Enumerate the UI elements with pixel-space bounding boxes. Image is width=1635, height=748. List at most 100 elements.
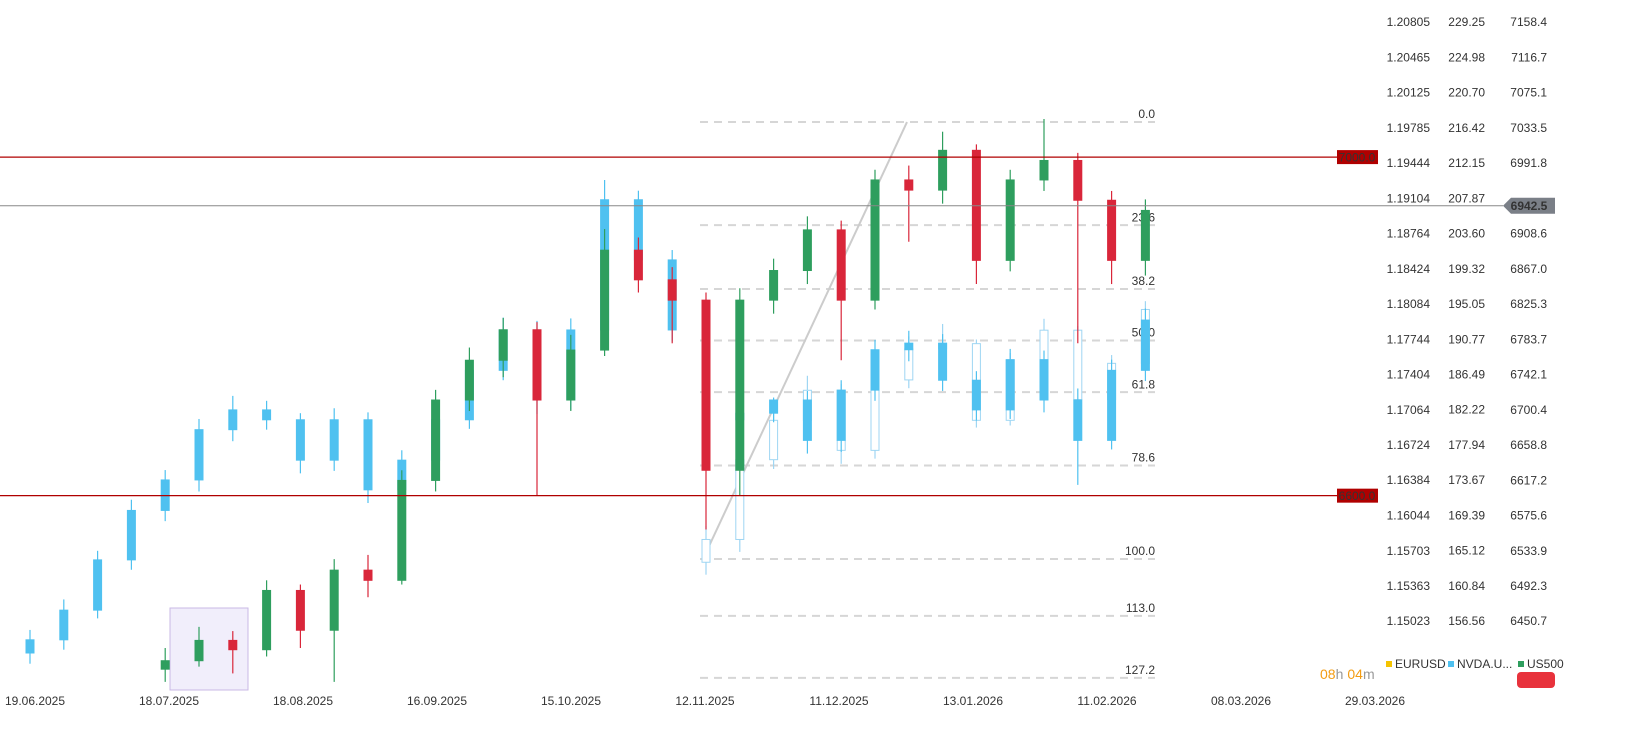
y-tick-label: 6450.7 <box>1510 614 1547 628</box>
price-badge <box>1337 488 1378 503</box>
y-tick-label: 186.49 <box>1448 368 1485 382</box>
legend-swatch <box>1386 661 1392 667</box>
candle-body <box>262 589 272 651</box>
candle-body <box>397 479 407 581</box>
y-tick-label: 1.15703 <box>1387 544 1431 558</box>
y-tick-label: 6991.8 <box>1510 156 1547 170</box>
legend-label: US500 <box>1527 657 1564 671</box>
y-tick-label: 1.17744 <box>1387 332 1431 346</box>
candle-body <box>701 538 711 563</box>
y-tick-label: 1.20465 <box>1387 50 1431 64</box>
y-tick-label: 212.15 <box>1448 156 1485 170</box>
candle-body <box>1107 199 1117 261</box>
fib-label: 100.0 <box>1125 544 1155 558</box>
candle-body <box>295 419 305 461</box>
y-tick-label: 6533.9 <box>1510 544 1547 558</box>
candle-body <box>566 349 576 401</box>
candle-body <box>1005 179 1015 261</box>
x-tick-label: 11.12.2025 <box>809 694 868 708</box>
candle-body <box>802 229 812 272</box>
x-tick-label: 11.02.2026 <box>1077 694 1136 708</box>
x-tick-label: 16.09.2025 <box>407 694 467 708</box>
candle-body <box>633 249 643 281</box>
candle-body <box>532 329 542 401</box>
candle-body <box>1039 159 1049 181</box>
y-tick-label: 1.16724 <box>1387 438 1431 452</box>
fib-label: 38.2 <box>1132 274 1156 288</box>
candle-body <box>194 429 204 481</box>
candle-body <box>464 359 474 401</box>
y-tick-label: 6492.3 <box>1510 579 1547 593</box>
candle-body <box>769 419 779 461</box>
y-tick-label: 229.25 <box>1448 15 1485 29</box>
y-tick-label: 7033.5 <box>1510 121 1547 135</box>
y-tick-label: 199.32 <box>1448 262 1485 276</box>
y-tick-label: 182.22 <box>1448 403 1485 417</box>
candle-body <box>1005 359 1015 411</box>
candle-body <box>1107 369 1117 441</box>
candle-body <box>1073 399 1083 441</box>
y-tick-label: 7158.4 <box>1510 15 1547 29</box>
y-tick-label: 6658.8 <box>1510 438 1547 452</box>
y-tick-label: 177.94 <box>1448 438 1485 452</box>
y-tick-label: 216.42 <box>1448 121 1485 135</box>
candle-body <box>600 249 610 351</box>
candle-body <box>160 660 170 670</box>
last-price-label: 6942.5 <box>1511 199 1548 213</box>
candle-body <box>870 179 880 301</box>
y-tick-label: 6617.2 <box>1510 473 1547 487</box>
candle-body <box>1140 319 1150 371</box>
candle-body <box>295 589 305 631</box>
y-tick-label: 6575.6 <box>1510 508 1547 522</box>
candle-body <box>735 299 745 471</box>
y-tick-label: 1.17064 <box>1387 403 1431 417</box>
candle-body <box>1073 159 1083 201</box>
y-tick-label: 1.20125 <box>1387 86 1431 100</box>
y-tick-label: 160.84 <box>1448 579 1485 593</box>
candle-body <box>701 299 711 471</box>
price-badge-label: 6600.0 <box>1339 489 1376 503</box>
candle-body <box>93 559 103 611</box>
x-tick-label: 15.10.2025 <box>541 694 601 708</box>
candle-body <box>262 409 272 421</box>
y-tick-label: 156.56 <box>1448 614 1485 628</box>
y-tick-label: 1.18764 <box>1387 227 1431 241</box>
candle-body <box>228 639 238 651</box>
legend-label: EURUSD <box>1395 657 1446 671</box>
candle-body <box>971 379 981 411</box>
fib-label: 78.6 <box>1132 451 1156 465</box>
x-tick-label: 08.03.2026 <box>1211 694 1271 708</box>
legend-swatch <box>1448 661 1454 667</box>
y-tick-label: 1.19444 <box>1387 156 1431 170</box>
x-tick-label: 13.01.2026 <box>943 694 1003 708</box>
candle-body <box>329 569 339 631</box>
last-price-badge <box>1503 197 1555 214</box>
candle-body <box>938 149 948 191</box>
candle-body <box>363 419 373 491</box>
candle-body <box>836 389 846 441</box>
candle-body <box>938 342 948 381</box>
x-tick-label: 18.08.2025 <box>273 694 333 708</box>
candle-body <box>802 399 812 441</box>
candle-body <box>870 349 880 391</box>
y-tick-label: 1.16044 <box>1387 508 1431 522</box>
x-tick-label: 12.11.2025 <box>675 694 734 708</box>
fib-label: 61.8 <box>1132 377 1156 391</box>
fib-label: 113.0 <box>1126 601 1155 615</box>
y-tick-label: 1.20805 <box>1387 15 1431 29</box>
y-tick-label: 207.87 <box>1448 191 1485 205</box>
x-tick-label: 29.03.2026 <box>1345 694 1405 708</box>
y-tick-label: 1.15363 <box>1387 579 1431 593</box>
y-tick-label: 220.70 <box>1448 86 1485 100</box>
y-tick-label: 1.16384 <box>1387 473 1431 487</box>
fib-label: 0.0 <box>1138 107 1155 121</box>
y-tick-label: 1.18424 <box>1387 262 1431 276</box>
y-tick-label: 6783.7 <box>1510 332 1547 346</box>
y-tick-label: 6700.4 <box>1510 403 1547 417</box>
y-tick-label: 6825.3 <box>1510 297 1547 311</box>
alert-button[interactable] <box>1517 672 1555 688</box>
timer-unit: h <box>1336 666 1344 682</box>
y-tick-label: 6867.0 <box>1510 262 1547 276</box>
x-tick-label: 19.06.2025 <box>5 694 65 708</box>
candle-body <box>769 399 779 414</box>
